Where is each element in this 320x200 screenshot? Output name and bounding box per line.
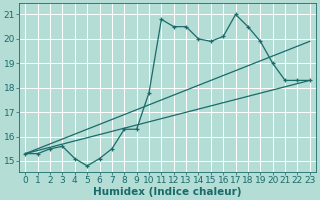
- X-axis label: Humidex (Indice chaleur): Humidex (Indice chaleur): [93, 187, 242, 197]
